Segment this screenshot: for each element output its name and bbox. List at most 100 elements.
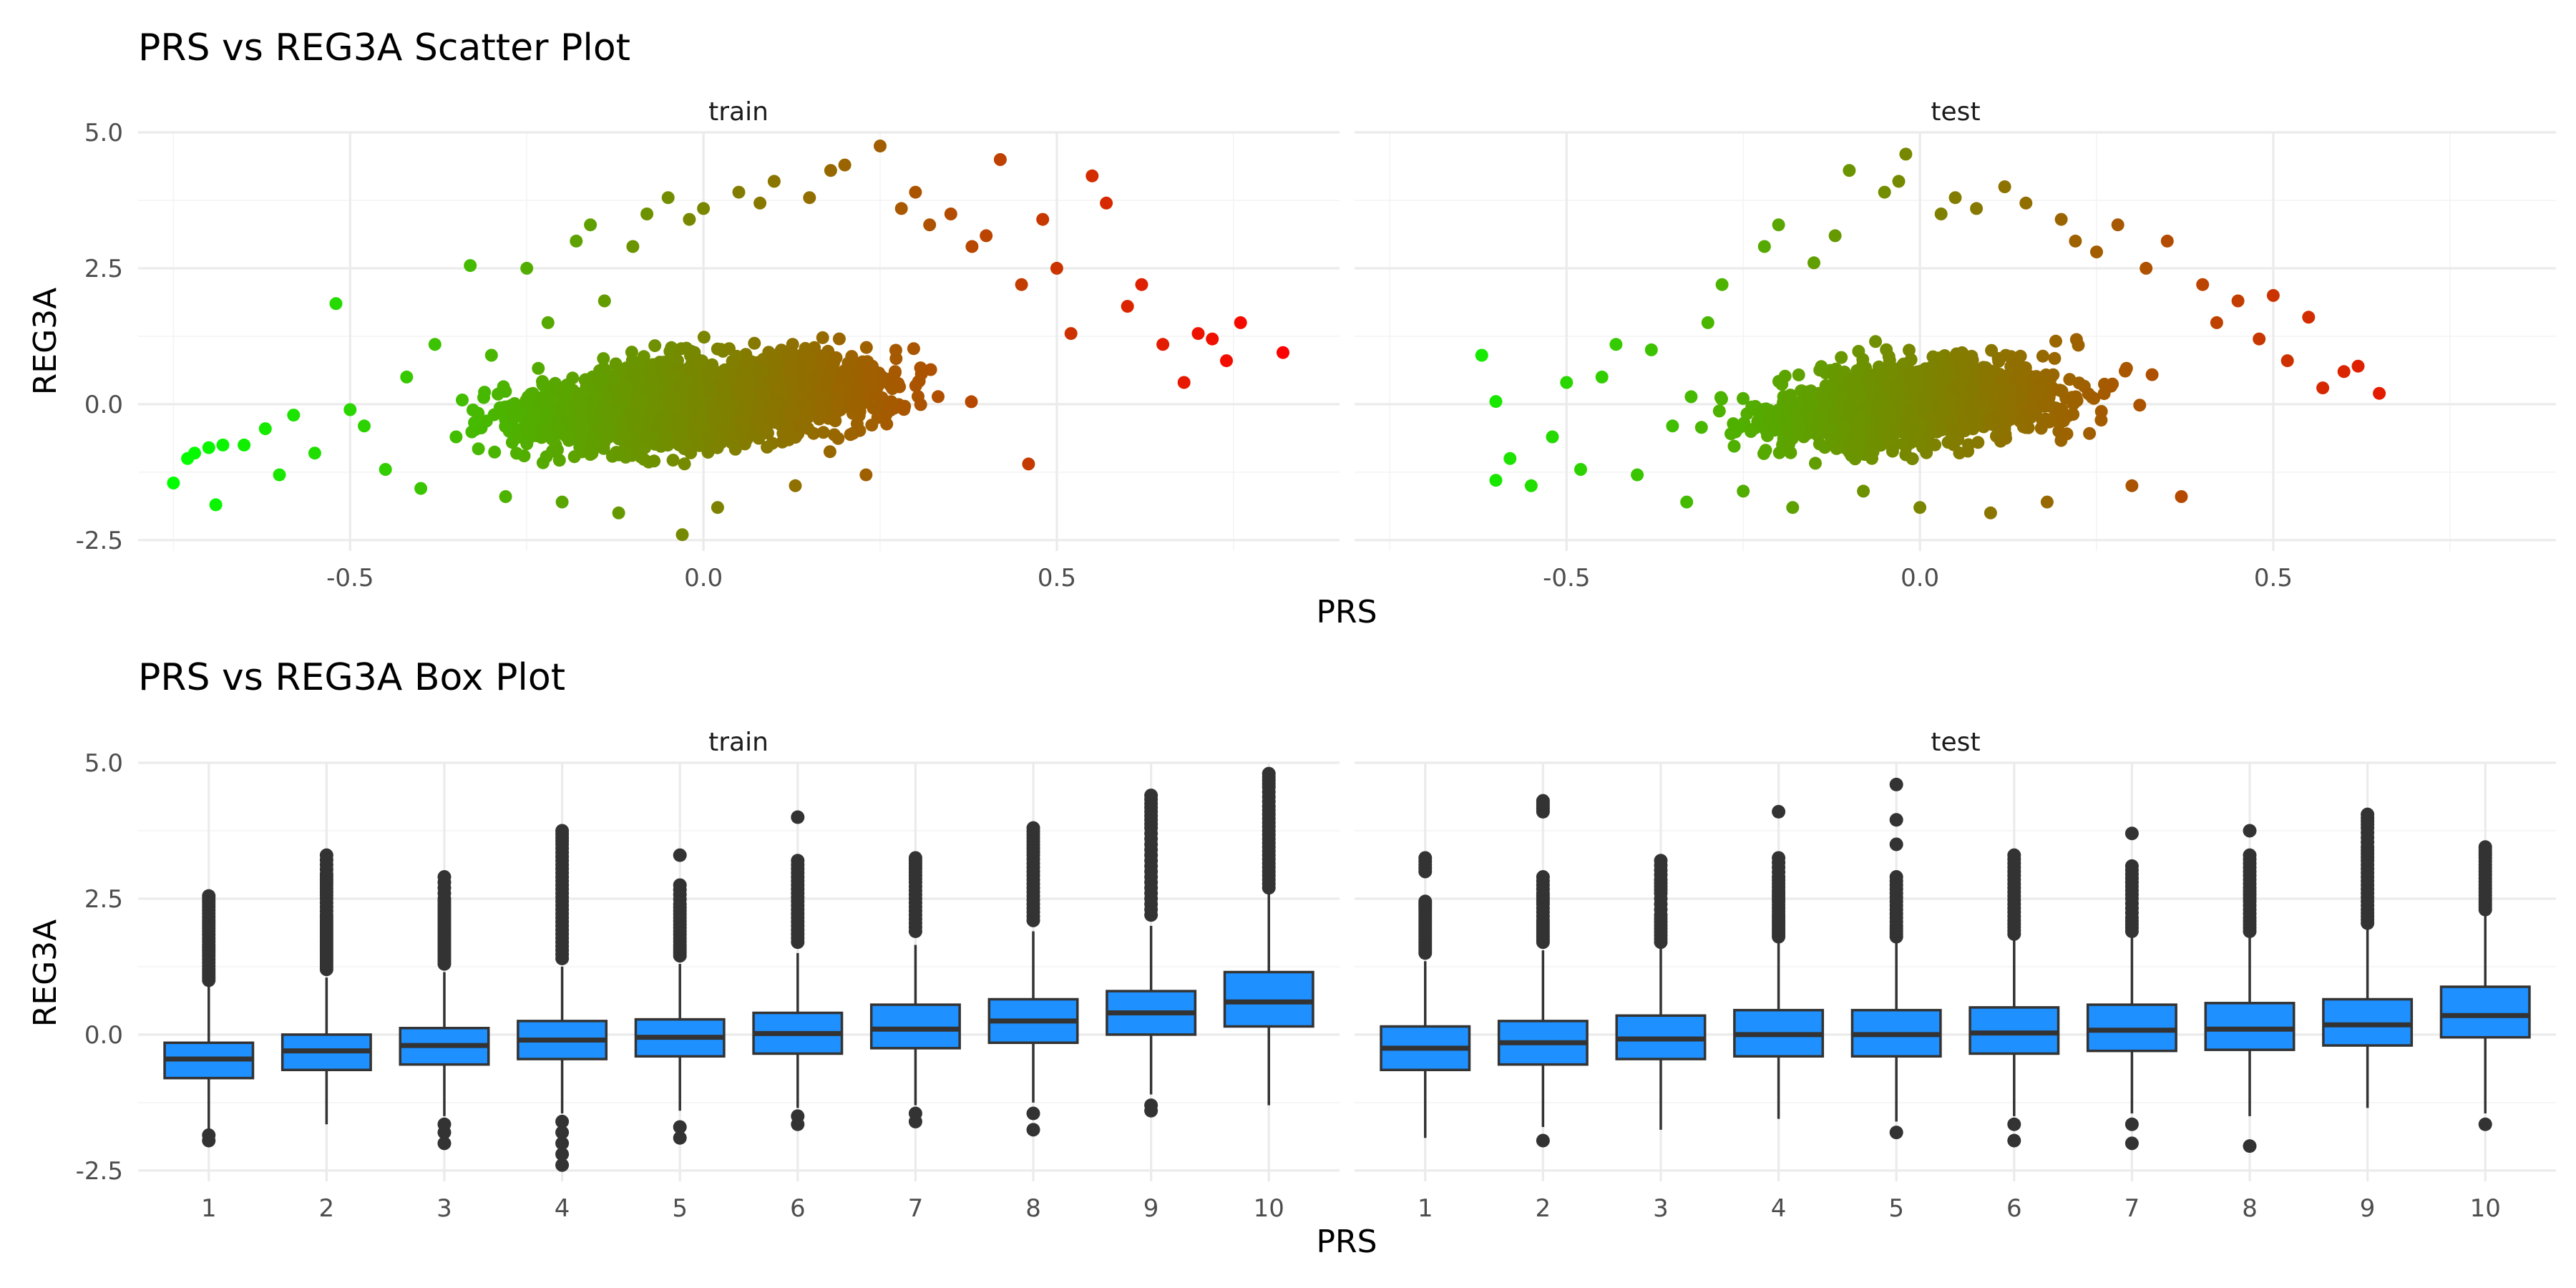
scatter-point <box>1815 360 1828 374</box>
box-body <box>2204 1002 2296 1051</box>
scatter-point <box>2016 376 2030 389</box>
scatter-point <box>1908 380 1921 393</box>
scatter-point <box>1751 414 1765 428</box>
scatter-point <box>2351 359 2365 373</box>
scatter-point <box>484 348 498 362</box>
box-outlier <box>202 1133 216 1148</box>
y-tick-label: 5.0 <box>84 749 123 778</box>
scatter-point <box>1922 393 1936 406</box>
scatter-point <box>841 356 855 370</box>
scatter-point <box>2090 245 2103 259</box>
scatter-point <box>1524 479 1538 492</box>
scatter-point <box>753 411 767 425</box>
scatter-point <box>663 345 677 358</box>
scatter-point <box>238 438 251 452</box>
scatter-point <box>1712 404 1726 418</box>
box-body <box>2439 985 2531 1039</box>
scatter-point <box>1177 376 1191 389</box>
scatter-point <box>626 240 640 253</box>
scatter-point <box>1631 468 1644 482</box>
scatter-point <box>829 351 843 364</box>
scatter-point <box>874 140 887 152</box>
scatter-point <box>1802 396 1815 410</box>
scatter-point <box>358 419 371 433</box>
box-outlier <box>555 1147 570 1161</box>
scatter-point <box>1876 406 1890 420</box>
scatter-point <box>932 390 945 404</box>
scatter-point <box>1560 376 1574 389</box>
scatter-point <box>713 377 726 391</box>
scatter-point <box>612 506 625 519</box>
scatter-point <box>1883 353 1896 367</box>
scatter-point <box>1899 147 1913 161</box>
scatter-point <box>1022 457 1035 471</box>
scatter-point <box>1757 240 1771 253</box>
scatter-point <box>743 376 756 390</box>
box-test-5 <box>1850 777 1942 1140</box>
scatter-point <box>783 360 796 374</box>
scatter-point <box>1015 278 1028 291</box>
scatter-point <box>786 338 799 351</box>
scatter-point <box>379 463 392 476</box>
scatter-point <box>1848 375 1862 389</box>
scatter-point <box>1958 417 1971 431</box>
scatter-point <box>626 410 640 424</box>
scatter-point <box>594 374 608 387</box>
scatter-point <box>809 370 822 384</box>
scatter-point <box>2302 311 2316 324</box>
box-outlier <box>437 1126 452 1140</box>
scatter-point <box>1737 484 1750 498</box>
scatter-point <box>630 394 644 408</box>
scatter-point <box>449 430 463 444</box>
scatter-point <box>898 399 912 413</box>
scatter-point <box>1920 446 1933 459</box>
scatter-point <box>814 406 828 419</box>
scatter-point <box>837 371 850 384</box>
scatter-point <box>1959 349 1973 363</box>
box-outlier <box>1536 1133 1550 1148</box>
scatter-point <box>536 456 550 469</box>
scatter-point <box>832 332 846 346</box>
scatter-point <box>2067 397 2080 411</box>
box-outlier <box>555 1114 570 1128</box>
scatter-point <box>693 417 706 431</box>
box-outlier <box>2478 1117 2492 1131</box>
scatter-point <box>1904 410 1918 424</box>
box-chart-title: PRS vs REG3A Box Plot <box>138 656 565 699</box>
scatter-point <box>1813 437 1826 451</box>
box-outlier <box>2124 863 2139 877</box>
box-outlier <box>2007 1133 2021 1148</box>
box-outlier <box>1144 892 1158 906</box>
x-tick-label: 4 <box>555 1194 570 1223</box>
scatter-point <box>2009 358 2023 371</box>
scatter-point <box>766 351 779 364</box>
y-tick-label: 5.0 <box>84 119 123 147</box>
scatter-point <box>753 196 767 210</box>
box-outlier <box>673 1120 687 1134</box>
box-outlier <box>1536 874 1550 888</box>
scatter-point <box>1807 256 1820 270</box>
scatter-point <box>757 387 771 401</box>
scatter-point <box>1878 185 1891 199</box>
box-outlier <box>1144 792 1158 806</box>
box-test-6 <box>1968 848 2060 1148</box>
scatter-point <box>1503 452 1517 465</box>
scatter-point <box>1595 370 1609 384</box>
box-test-9 <box>2322 807 2414 1108</box>
scatter-point <box>912 375 925 389</box>
scatter-point <box>732 185 746 199</box>
box-outlier <box>1654 858 1668 872</box>
scatter-point <box>2133 399 2147 412</box>
scatter-point <box>2019 196 2033 210</box>
scatter-point <box>510 447 523 460</box>
x-tick-label: 10 <box>2470 1194 2501 1223</box>
box-strip-train: train <box>708 728 769 757</box>
scatter-test-grid <box>1355 131 2556 551</box>
box-outlier <box>319 853 333 867</box>
box-train-marks <box>163 766 1314 1172</box>
box-train-7 <box>869 851 961 1128</box>
box-outlier <box>1144 826 1158 841</box>
scatter-point <box>1772 446 1786 459</box>
scatter-point <box>1809 457 1822 470</box>
